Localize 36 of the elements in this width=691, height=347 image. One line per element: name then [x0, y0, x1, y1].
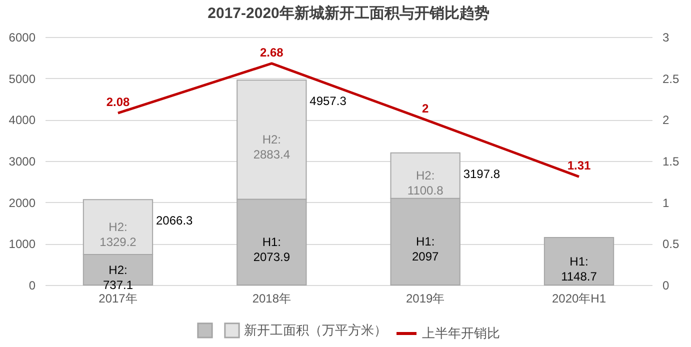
- x-tick-label: 2019年: [406, 292, 445, 306]
- y-tick-label: 4000: [8, 113, 36, 128]
- data-label: H2: 1100.8: [407, 168, 444, 198]
- x-tick-label: 2020年H1: [552, 292, 606, 306]
- data-label: 2.68: [260, 45, 284, 60]
- y2-tick-label: 2: [662, 113, 670, 128]
- y-tick-label: 5000: [8, 72, 36, 86]
- y2-tick-label: 3: [662, 30, 670, 44]
- data-label: H1: 2097: [412, 234, 440, 264]
- data-label: 1.31: [567, 158, 592, 173]
- y2-tick-label: 0: [662, 278, 670, 292]
- y2-tick-label: 2.5: [662, 72, 680, 86]
- total-label: 3197.8: [463, 166, 500, 181]
- y2-tick-label: 0.5: [662, 237, 680, 252]
- data-label: H2: 2883.4: [253, 132, 290, 162]
- data-label: H1: 2073.9: [253, 235, 290, 264]
- x-tick-label: 2017年: [98, 292, 138, 306]
- data-label: H2: 737.1: [102, 262, 134, 292]
- y-tick-label: 2000: [8, 196, 36, 210]
- y2-tick-label: 1.5: [662, 154, 680, 168]
- legend-label: 新开工面积（万平方米）: [244, 322, 387, 338]
- y-tick-label: 1000: [8, 237, 36, 252]
- bar: [544, 237, 614, 286]
- y-tick-label: 6000: [8, 30, 36, 44]
- y2-tick-label: 1: [662, 196, 670, 210]
- chart-title: 2017-2020年新城新开工面积与开销比趋势: [208, 4, 490, 22]
- x-tick-label: 2018年: [252, 292, 292, 306]
- y-tick-label: 3000: [8, 154, 36, 168]
- legend-label: 上半年开销比: [422, 326, 500, 340]
- total-label: 2066.3: [156, 214, 194, 228]
- data-label: H1: 1148.7: [561, 254, 598, 284]
- data-label: 2: [422, 102, 429, 116]
- data-label: H2: 1329.2: [100, 220, 137, 250]
- total-label: 4957.3: [310, 94, 347, 108]
- data-label: 2.08: [106, 95, 130, 110]
- y-tick-label: 0: [28, 278, 36, 292]
